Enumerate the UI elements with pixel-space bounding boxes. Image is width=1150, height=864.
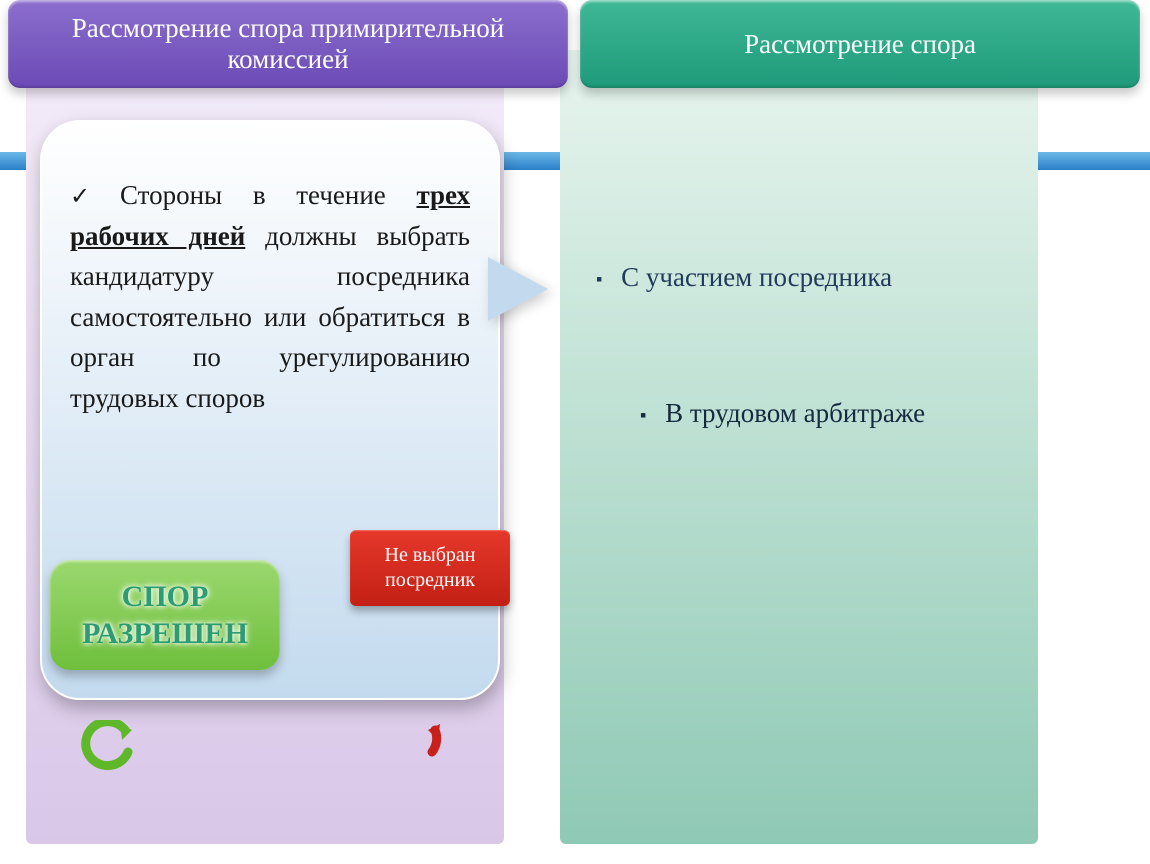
bullet-mediator-text: С участием посредника <box>621 262 892 292</box>
not-selected-badge: Не выбран посредник <box>350 530 510 606</box>
header-left: Рассмотрение спора примирительной комисс… <box>8 0 568 88</box>
arrow-red-icon <box>420 720 480 780</box>
resolved-badge: СПОР РАЗРЕШЕН <box>50 560 280 670</box>
resolved-text: СПОР РАЗРЕШЕН <box>50 578 280 653</box>
arrow-green-icon <box>80 720 140 780</box>
check-icon <box>70 180 120 210</box>
not-selected-text: Не выбран посредник <box>350 543 510 593</box>
header-right: Рассмотрение спора <box>580 0 1140 88</box>
header-right-text: Рассмотрение спора <box>744 29 976 60</box>
bullet-mediator: С участием посредника <box>596 262 892 293</box>
right-column-bg <box>560 50 1038 844</box>
callout-text: Стороны в течение трех рабочих дней долж… <box>70 175 470 418</box>
callout-pre: Стороны в течение <box>120 180 416 210</box>
bullet-arbitration: В трудовом арбитраже <box>640 398 925 429</box>
callout-tail-icon <box>488 257 548 321</box>
bullet-arbitration-text: В трудовом арбитраже <box>665 398 925 428</box>
header-left-text: Рассмотрение спора примирительной комисс… <box>38 13 538 75</box>
